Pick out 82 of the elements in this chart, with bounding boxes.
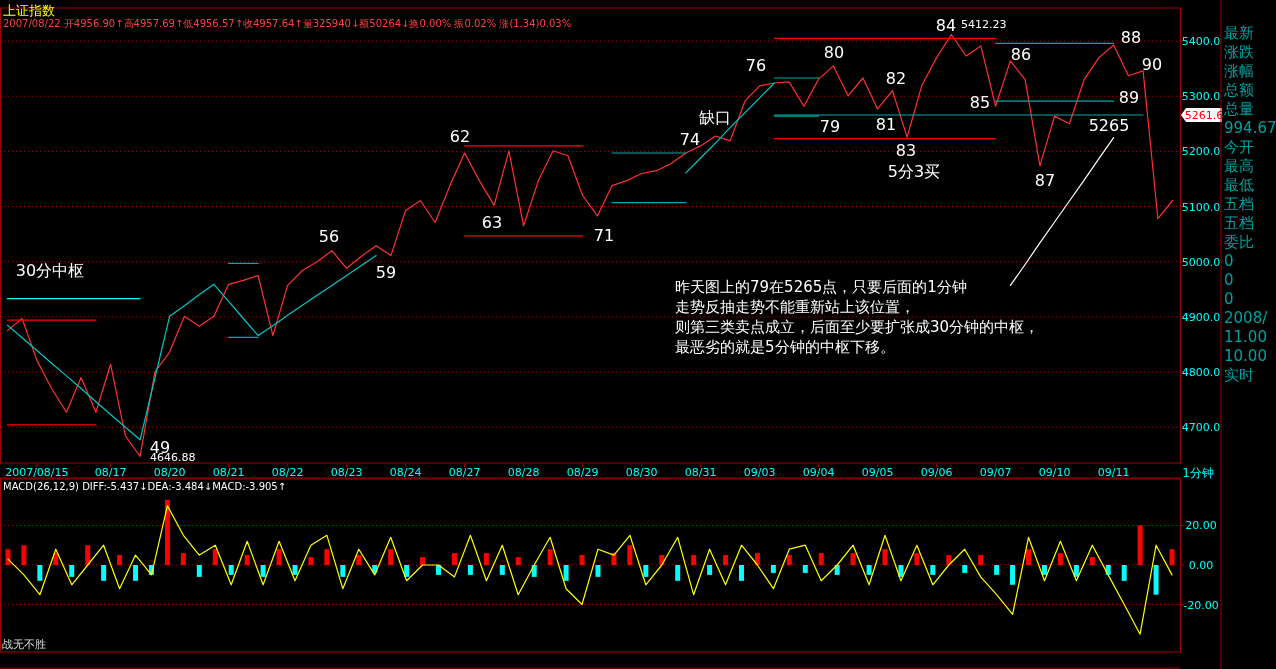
chart-title: 上证指数 <box>3 3 55 18</box>
text: 涨跌 <box>1224 43 1254 61</box>
x-tick-label: 08/21 <box>212 466 245 479</box>
y-tick-label: 5400.0 <box>1181 35 1221 49</box>
text: 0 <box>1224 252 1234 270</box>
annotation: 63 <box>481 213 503 232</box>
y-tick-label: 4700.0 <box>1181 421 1221 435</box>
x-tick-label: 08/22 <box>271 466 304 479</box>
x-tick-label: 2007/08/15 <box>5 466 69 479</box>
text: 委比 <box>1224 233 1254 251</box>
x-tick-label: 08/24 <box>389 466 422 479</box>
x-tick-label: 09/07 <box>979 466 1012 479</box>
annotation: 5分3买 <box>887 162 941 181</box>
annotation: 最恶劣的就是5分钟的中枢下移。 <box>675 338 895 356</box>
annotation: 88 <box>1120 28 1142 47</box>
text: 最新 <box>1224 24 1254 42</box>
text: 今开 <box>1224 138 1254 156</box>
x-tick-label: 09/03 <box>743 466 776 479</box>
text: 最低 <box>1224 176 1254 194</box>
annotation: 81 <box>875 115 897 134</box>
y-tick-label: 0.00 <box>1188 559 1214 572</box>
annotation: 62 <box>449 127 471 146</box>
annotation: 59 <box>375 263 397 282</box>
annotation: 76 <box>745 56 767 75</box>
annotation: 缺口 <box>699 108 731 127</box>
annotation: 89 <box>1118 88 1140 107</box>
y-tick-label: 4800.0 <box>1181 366 1221 379</box>
text: 最高 <box>1224 157 1254 175</box>
annotation: 79 <box>819 117 841 136</box>
y-tick-label: 5300.0 <box>1181 90 1221 104</box>
x-tick-label: 08/28 <box>507 466 540 479</box>
x-tick-label: 09/05 <box>861 466 894 479</box>
x-tick-label: 08/20 <box>153 466 186 479</box>
text: 涨幅 <box>1224 62 1254 80</box>
annotation: 71 <box>593 226 615 245</box>
annotation: 87 <box>1034 171 1056 190</box>
text: 10.00 <box>1224 347 1267 365</box>
x-tick-label: 08/27 <box>448 466 481 479</box>
text: 2008/ <box>1224 309 1269 327</box>
y-tick-label: 20.00 <box>1185 519 1217 533</box>
annotation: 90 <box>1141 55 1163 74</box>
text: 总额 <box>1223 81 1254 99</box>
annotation: 56 <box>318 227 340 246</box>
x-tick-label: 08/29 <box>566 466 599 479</box>
annotation: 84 <box>935 16 957 35</box>
x-tick-label: 09/10 <box>1038 466 1071 479</box>
x-tick-label: 09/11 <box>1097 466 1130 479</box>
text: 五档 <box>1224 195 1254 213</box>
text: 0 <box>1224 271 1234 289</box>
annotation: 85 <box>969 93 991 112</box>
annotation: 5412.23 <box>961 18 1007 31</box>
annotation: 30分中枢 <box>15 261 85 280</box>
text: 实时 <box>1224 366 1254 384</box>
text: 0 <box>1224 290 1234 308</box>
annotation: 则第三类卖点成立，后面至少要扩张成30分钟的中枢， <box>675 318 1040 336</box>
text: 五档 <box>1224 214 1254 232</box>
x-tick-label: 08/17 <box>94 466 127 479</box>
annotation: 战无不胜 <box>2 638 46 651</box>
annotation: 86 <box>1010 45 1032 64</box>
annotation: 80 <box>823 43 845 62</box>
text: 总量 <box>1223 100 1254 118</box>
x-tick-label: 09/04 <box>802 466 835 479</box>
text: 11.00 <box>1224 328 1267 346</box>
annotation: 昨天图上的79在5265点，只要后面的1分钟 <box>675 278 967 296</box>
chart-title: MACD(26,12,9) DIFF:-5.437↓DEA:-3.484↓MACD:-3.905↑ <box>3 481 287 492</box>
y-tick-label: 4900.0 <box>1181 310 1221 324</box>
annotation: 82 <box>885 69 907 88</box>
annotation: 5265 <box>1088 116 1130 135</box>
annotation: 74 <box>679 130 701 149</box>
annotation: 走势反抽走势不能重新站上该位置， <box>675 298 915 316</box>
annotation: 83 <box>895 141 917 160</box>
text: 2007/08/22 开4956.90↑高4957.69↑低4956.57↑收4957.64↑量325940↓额50264↓换0.00% 振0.02% 涨(1.34)0.03% <box>3 18 572 29</box>
y-tick-label: 5100.0 <box>1181 200 1221 214</box>
x-tick-label: 09/06 <box>920 466 953 479</box>
y-tick-label: 5000.0 <box>1181 255 1221 269</box>
x-tick-label: 08/30 <box>625 466 658 479</box>
x-tick-label: 08/23 <box>330 466 363 479</box>
y-tick-label: 5200.0 <box>1181 145 1221 159</box>
x-axis-title: 1分钟 <box>1182 466 1214 480</box>
x-tick-label: 08/31 <box>684 466 717 479</box>
y-tick-label: -20.00 <box>1183 598 1219 612</box>
text: 994.67 <box>1224 119 1276 137</box>
